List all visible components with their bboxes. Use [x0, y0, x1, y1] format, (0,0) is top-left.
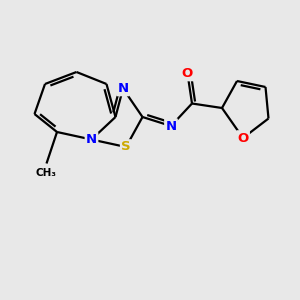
Text: N: N — [117, 82, 129, 95]
Text: S: S — [121, 140, 131, 154]
Text: N: N — [165, 119, 177, 133]
Text: CH₃: CH₃ — [36, 168, 57, 178]
Text: O: O — [237, 131, 249, 145]
Text: N: N — [86, 133, 97, 146]
Text: O: O — [182, 67, 193, 80]
